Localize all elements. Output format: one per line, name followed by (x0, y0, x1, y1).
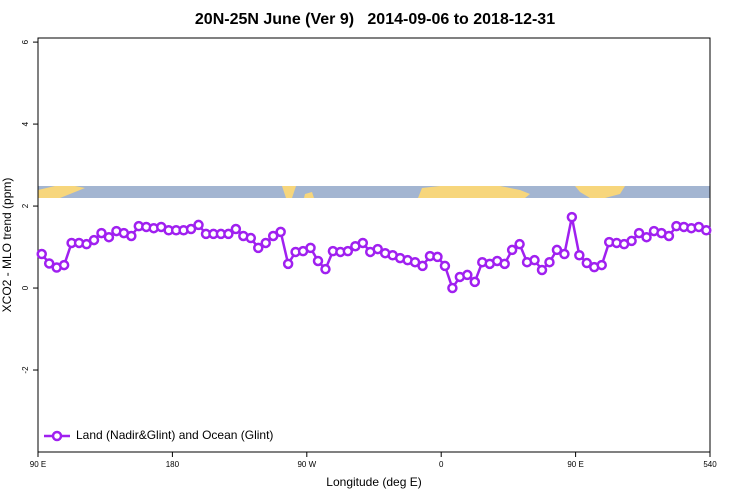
point (245, 232, 257, 244)
point (529, 254, 540, 266)
point (432, 251, 443, 263)
point (185, 223, 197, 235)
x-tick-label: 90 W (297, 460, 316, 469)
point (96, 227, 107, 239)
point (275, 226, 286, 238)
point (81, 238, 92, 250)
point (574, 249, 585, 261)
point (58, 259, 70, 271)
point (126, 230, 137, 242)
point (551, 244, 563, 256)
x-tick-label: 90 E (30, 460, 46, 469)
point (633, 227, 645, 239)
point (641, 231, 652, 243)
point (506, 244, 518, 256)
x-tick-label: 90 E (567, 460, 583, 469)
land (575, 186, 625, 198)
point (357, 237, 369, 249)
point (372, 243, 383, 255)
x-tick-label: 540 (703, 460, 717, 469)
point (320, 263, 331, 275)
point (230, 223, 242, 235)
point (566, 211, 578, 223)
y-tick-label: 2 (21, 203, 30, 208)
point (193, 219, 204, 231)
point (559, 248, 570, 260)
legend-label: Land (Nadir&Glint) and Ocean (Glint) (76, 428, 273, 442)
map-band (38, 186, 710, 198)
y-tick-label: 0 (21, 285, 30, 290)
point (260, 237, 271, 249)
land (304, 192, 314, 198)
plot-frame (37, 37, 711, 453)
chart-title: 20N-25N June (Ver 9) 2014-09-06 to 2018-… (195, 11, 555, 28)
point (103, 231, 115, 243)
point (626, 235, 637, 247)
point (417, 260, 428, 272)
point (88, 234, 100, 246)
point (312, 255, 324, 267)
point (305, 242, 316, 254)
ocean-band (38, 186, 710, 198)
point (342, 245, 354, 257)
point (544, 256, 555, 268)
point (536, 264, 548, 276)
x-tick-label: 180 (166, 460, 180, 469)
point (701, 224, 712, 236)
x-axis-label: Longitude (deg E) (326, 475, 421, 489)
x-tick-label: 0 (439, 460, 444, 469)
point (469, 276, 481, 288)
point (439, 260, 451, 272)
land (418, 186, 530, 198)
point (267, 230, 279, 242)
point (514, 238, 525, 250)
point (253, 242, 264, 254)
point (499, 258, 510, 270)
point (462, 269, 473, 281)
point (581, 257, 593, 269)
y-tick-label: 6 (21, 39, 30, 44)
point (596, 259, 607, 271)
point (282, 258, 294, 270)
land (282, 186, 296, 198)
point (447, 282, 458, 294)
legend-marker (51, 430, 63, 442)
y-tick-label: -2 (21, 366, 30, 374)
point (663, 230, 675, 242)
point (36, 248, 47, 260)
point (43, 258, 55, 269)
land (38, 186, 85, 198)
y-tick-label: 4 (21, 121, 30, 126)
y-axis-label: XCO2 - MLO trend (ppm) (0, 178, 14, 313)
point (223, 228, 234, 240)
